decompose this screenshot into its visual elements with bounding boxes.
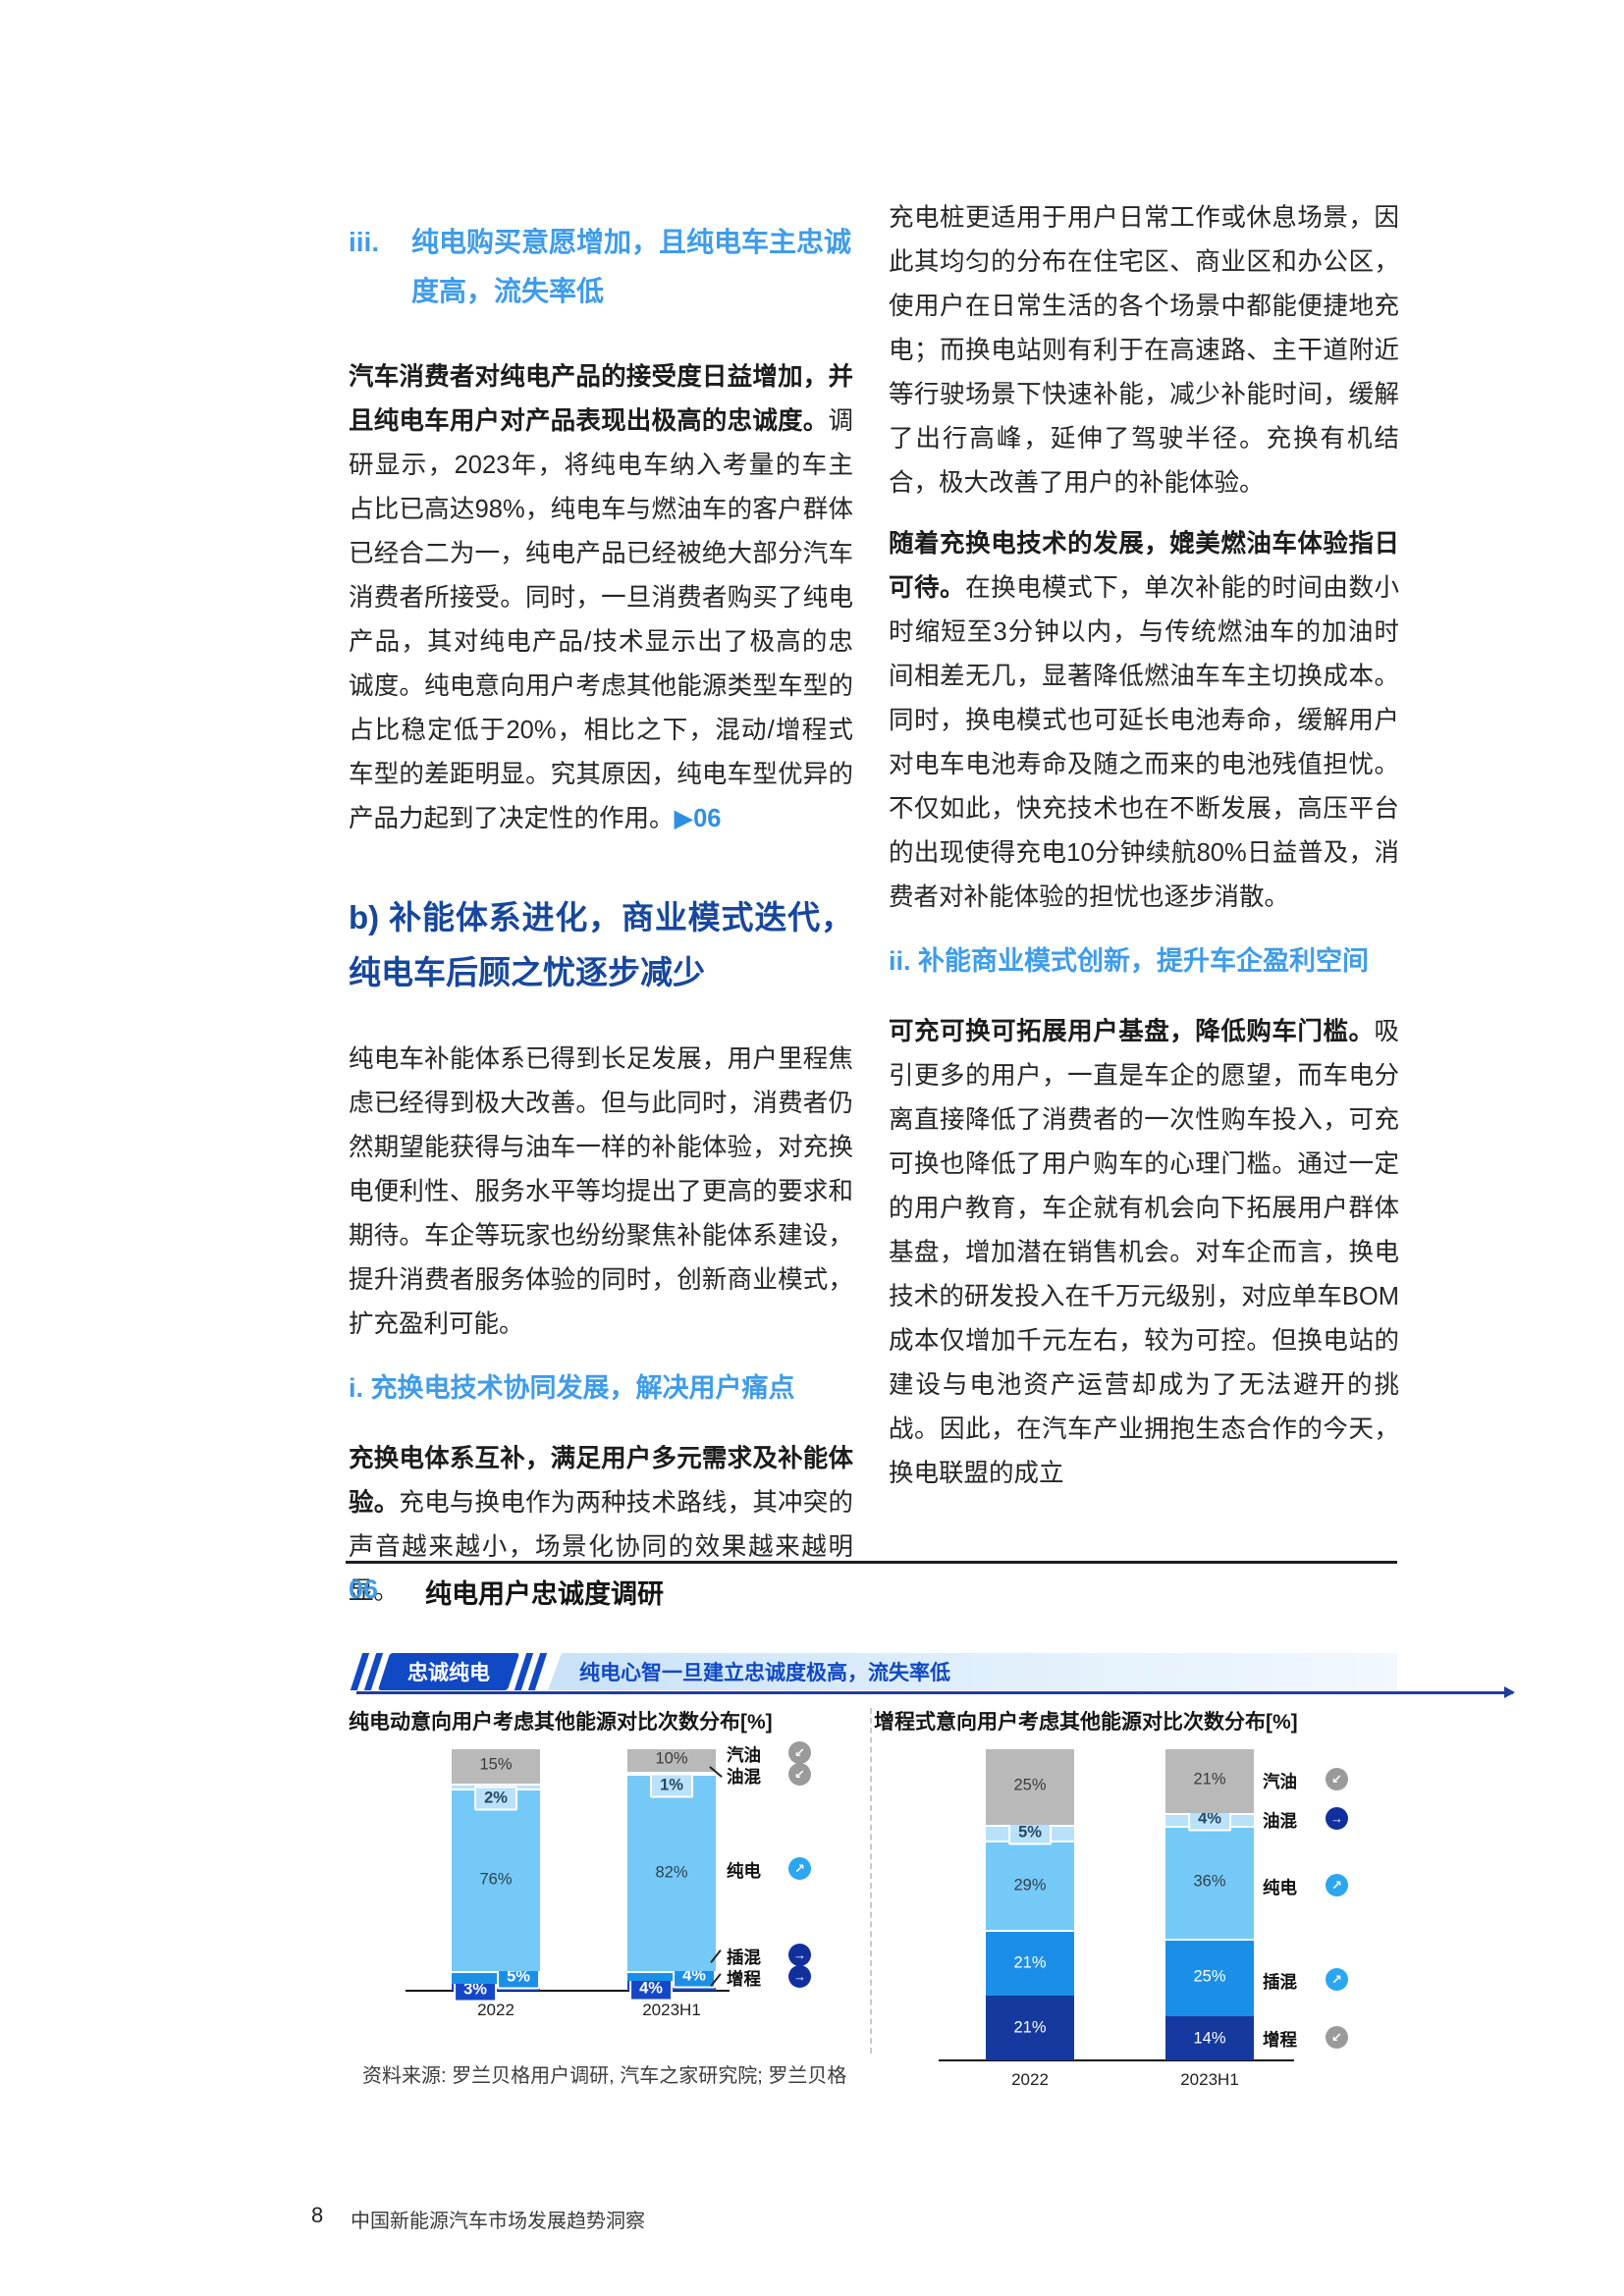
bar-value-label: 21% bbox=[1013, 1953, 1047, 1971]
bar-segment bbox=[1165, 1938, 1254, 2017]
paragraph: 充换电体系互补，满足用户多元需求及补能体验。充电与换电作为两种技术路线，其冲突的… bbox=[349, 1437, 853, 1614]
banner-tag: 忠诚纯电 bbox=[377, 1653, 520, 1690]
paragraph-lead-bold: 随着充换电技术的发展，媲美燃油车体验指日可待。 bbox=[889, 530, 1399, 602]
legend-label: 汽油 bbox=[727, 1745, 761, 1765]
bar-segment bbox=[1165, 2016, 1254, 2060]
chart-plot: 3% 5% 76% 2% 15% 2022 4% 4% 82% 1% 10% 2023H1 汽油 ↙ 油混 ↙… bbox=[349, 1741, 869, 2019]
bar-value-label: 21% bbox=[1193, 1770, 1226, 1789]
heading-iii: iii. 纯电购买意愿增加，且纯电车主忠诚度高，流失率低 bbox=[349, 218, 853, 316]
heading-iii-text: 纯电购买意愿增加，且纯电车主忠诚度高，流失率低 bbox=[411, 227, 852, 306]
bar-value-label: 25% bbox=[1193, 1967, 1226, 1986]
panel-divider bbox=[870, 1708, 872, 2054]
bar-segment bbox=[986, 1747, 1074, 1825]
legend-label: 增程 bbox=[1263, 2030, 1297, 2050]
bar-segment bbox=[627, 1774, 716, 1972]
bar-value-label: 2% bbox=[474, 1786, 517, 1811]
legend-label: 纯电 bbox=[727, 1861, 761, 1881]
figure-number: 06 bbox=[349, 1575, 379, 1604]
figure-banner: 忠诚纯电 纯电心智一旦建立忠诚度极高，流失率低 bbox=[350, 1653, 1397, 1690]
bar-segment bbox=[986, 1995, 1074, 2060]
bar-segment bbox=[452, 1783, 540, 1789]
bar-segment bbox=[627, 1971, 716, 1982]
paragraph: 充电桩更适用于用户日常工作或休息场景，因此其均匀的分布在住宅区、商业区和办公区，… bbox=[889, 204, 1399, 497]
bar-segment bbox=[452, 1747, 540, 1784]
heading-b: b) 补能体系进化，商业模式迭代，纯电车后顾之忧逐步减少 bbox=[349, 899, 853, 990]
trend-right-icon: → bbox=[788, 1965, 811, 1988]
bar-segment bbox=[1165, 1747, 1254, 1813]
trend-down-icon: ↙ bbox=[788, 1741, 811, 1764]
heading-i: i. 充换电技术协同发展，解决用户痛点 bbox=[349, 1373, 795, 1403]
paragraph: 汽车消费者对纯电产品的接受度日益增加，并且纯电车用户对产品表现出极高的忠诚度。调… bbox=[349, 355, 853, 841]
trend-up-icon: ↗ bbox=[1326, 1874, 1348, 1896]
chart-plot: 21% 21% 29% 5% 25% 2022 14% 25% 36% 4% 21% 2023H1 汽油… bbox=[874, 1747, 1424, 2089]
bar-value-label: 14% bbox=[1193, 2029, 1226, 2048]
chart-title: 增程式意向用户考虑其他能源对比次数分布[%] bbox=[874, 1711, 1298, 1734]
trend-down-icon: ↙ bbox=[788, 1763, 811, 1786]
chart-title: 纯电动意向用户考虑其他能源对比次数分布[%] bbox=[349, 1711, 773, 1734]
bar-value-label: 10% bbox=[655, 1749, 688, 1768]
paragraph: 随着充换电技术的发展，媲美燃油车体验指日可待。在换电模式下，单次补能的时间由数小… bbox=[889, 522, 1399, 920]
trend-right-icon: → bbox=[788, 1944, 811, 1966]
chart-panel-bev: 纯电动意向用户考虑其他能源对比次数分布[%] 3% 5% 76% 2% 15% 2022 4… bbox=[349, 1706, 869, 2059]
legend-label: 插混 bbox=[1263, 1972, 1297, 1992]
heading-iii-number: iii. bbox=[349, 227, 380, 257]
figure-reference-marker: ▶06 bbox=[674, 805, 722, 832]
trend-up-icon: ↗ bbox=[788, 1857, 811, 1880]
banner-subtitle-strip: 纯电心智一旦建立忠诚度极高，流失率低 bbox=[548, 1653, 1397, 1690]
trend-down-icon: ↙ bbox=[1326, 2026, 1348, 2049]
bar-value-label: 82% bbox=[655, 1863, 688, 1882]
banner-underline-arrow bbox=[356, 1686, 1515, 1698]
paragraph: 纯电车补能体系已得到长足发展，用户里程焦虑已经得到极大改善。但与此同时，消费者仍… bbox=[349, 1045, 853, 1338]
right-column: 充电桩更适用于用户日常工作或休息场景，因此其均匀的分布在住宅区、商业区和办公区，… bbox=[889, 196, 1399, 1513]
bar-value-label: 21% bbox=[1013, 2018, 1047, 2037]
figure-title: 纯电用户忠诚度调研 bbox=[425, 1579, 664, 1609]
legend-label: 油混 bbox=[1263, 1811, 1297, 1831]
trend-right-icon: → bbox=[1326, 1807, 1348, 1830]
paragraph: 可充可换可拓展用户基盘，降低购车门槛。吸引更多的用户，一直是车企的愿望，而车电分… bbox=[889, 1010, 1399, 1496]
legend-label: 油混 bbox=[727, 1767, 761, 1787]
category-label: 2022 bbox=[1011, 2070, 1049, 2089]
category-label: 2023H1 bbox=[1180, 2070, 1239, 2089]
trend-up-icon: ↗ bbox=[1326, 1968, 1348, 1991]
bar-segment bbox=[627, 1747, 716, 1772]
category-label: 2022 bbox=[477, 2001, 514, 2019]
category-label: 2023H1 bbox=[642, 2001, 701, 2019]
heading-ii: ii. 补能商业模式创新，提升车企盈利空间 bbox=[889, 946, 1370, 976]
bar-value-label: 15% bbox=[479, 1755, 513, 1774]
source-note: 资料来源: 罗兰贝格用户调研, 汽车之家研究院; 罗兰贝格 bbox=[362, 2065, 847, 2087]
legend-label: 纯电 bbox=[1263, 1878, 1297, 1897]
paragraph-text: 充电与换电作为两种技术路线，其冲突的声音越来越小，场景化协同的效果越来越明显。 bbox=[349, 1489, 853, 1605]
bar-value-label: 29% bbox=[1013, 1876, 1047, 1895]
x-axis-line bbox=[406, 1990, 730, 1992]
bar-value-label: 25% bbox=[1013, 1776, 1047, 1794]
chart-panel-erev: 增程式意向用户考虑其他能源对比次数分布[%] 21% 21% 29% 5% 25% 202… bbox=[874, 1706, 1424, 2128]
legend-label: 增程 bbox=[727, 1969, 761, 1989]
bar-value-label: 36% bbox=[1193, 1872, 1226, 1891]
trend-down-icon: ↙ bbox=[1326, 1768, 1348, 1790]
bar-segment bbox=[627, 1771, 716, 1775]
paragraph-text: 在换电模式下，单次补能的时间由数小时缩短至3分钟以内，与传统燃油车的加油时间相差… bbox=[889, 574, 1399, 911]
left-column: iii. 纯电购买意愿增加，且纯电车主忠诚度高，流失率低 汽车消费者对纯电产品的… bbox=[349, 218, 853, 1630]
figure-top-rule bbox=[346, 1561, 1397, 1564]
bar-segment bbox=[986, 1930, 1074, 1996]
paragraph-text: 吸引更多的用户，一直是车企的愿望，而车电分离直接降低了消费者的一次性购车投入，可… bbox=[889, 1018, 1399, 1487]
legend-label: 插混 bbox=[727, 1948, 761, 1967]
legend-label: 汽油 bbox=[1263, 1772, 1297, 1791]
banner-tag-label: 忠诚纯电 bbox=[407, 1662, 490, 1684]
bar-value-label: 1% bbox=[650, 1773, 693, 1798]
paragraph-text: 调研显示，2023年，将纯电车纳入考量的车主占比已高达98%，纯电车与燃油车的客… bbox=[349, 407, 853, 832]
footer-doc-title: 中国新能源汽车市场发展趋势洞察 bbox=[351, 2211, 645, 2232]
bar-segment bbox=[986, 1840, 1074, 1931]
bar-value-label: 76% bbox=[479, 1870, 513, 1889]
paragraph-lead-bold: 可充可换可拓展用户基盘，降低购车门槛。 bbox=[889, 1018, 1375, 1045]
banner-subtitle: 纯电心智一旦建立忠诚度极高，流失率低 bbox=[579, 1662, 950, 1684]
x-axis-line bbox=[939, 2059, 1294, 2061]
paragraph-lead-bold: 汽车消费者对纯电产品的接受度日益增加，并且纯电车用户对产品表现出极高的忠诚度。 bbox=[349, 363, 853, 435]
paragraph-lead-bold: 充换电体系互补，满足用户多元需求及补能体验。 bbox=[349, 1445, 853, 1517]
page-number: 8 bbox=[311, 2203, 324, 2227]
